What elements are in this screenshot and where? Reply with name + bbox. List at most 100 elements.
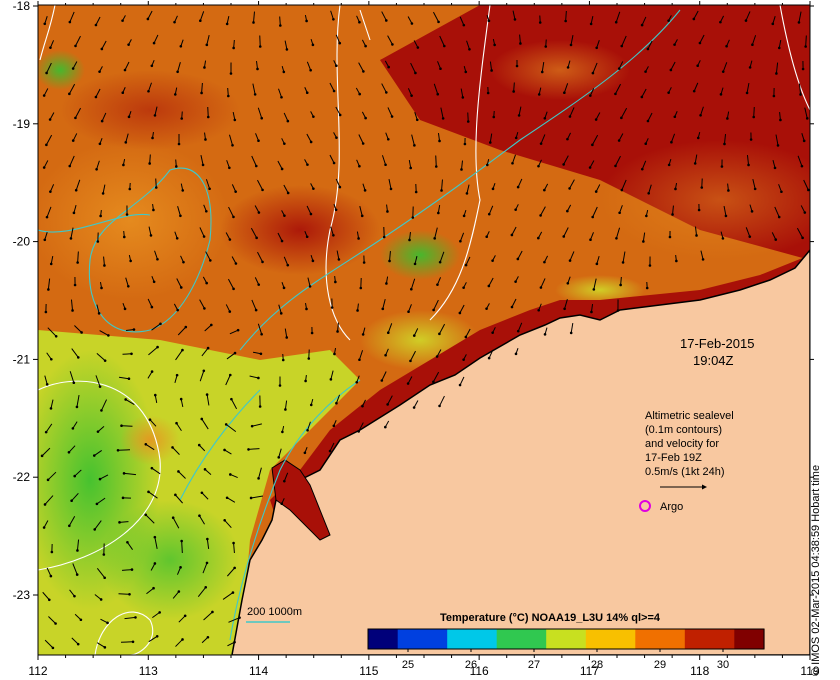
velocity-arrow (330, 10, 334, 20)
velocity-arrow (175, 349, 183, 361)
velocity-arrow (229, 134, 233, 146)
velocity-arrow-head (384, 163, 387, 167)
velocity-arrow-head (564, 19, 567, 23)
velocity-arrow (620, 276, 622, 286)
velocity-arrow-head (305, 91, 309, 95)
velocity-arrow (68, 515, 76, 527)
velocity-arrow (590, 303, 594, 313)
velocity-arrow-head (179, 214, 182, 218)
velocity-arrow-head (771, 22, 775, 26)
velocity-arrow-head (303, 451, 307, 455)
velocity-arrow-head (388, 259, 391, 263)
credit-text: © IMOS 02-Mar-2015 04:38:59 Hobart time (810, 464, 822, 676)
velocity-arrow-head (156, 345, 159, 349)
velocity-arrow (68, 445, 76, 453)
velocity-arrow-head (286, 263, 290, 267)
velocity-arrow-head (492, 115, 496, 119)
velocity-arrow (307, 421, 311, 431)
velocity-arrow-head (257, 477, 260, 480)
velocity-arrow (177, 206, 181, 216)
velocity-arrow-head (700, 186, 704, 189)
x-tick-label: 117 (580, 664, 599, 678)
velocity-arrow (201, 636, 209, 644)
velocity-arrow (800, 205, 806, 213)
velocity-arrow-head (433, 237, 436, 240)
velocity-arrow (441, 179, 443, 191)
velocity-arrow-head (591, 71, 595, 75)
velocity-arrow (459, 376, 465, 386)
velocity-arrow-head (45, 215, 49, 219)
velocity-arrow (465, 256, 471, 266)
velocity-arrow (151, 323, 161, 331)
velocity-arrow-head (153, 562, 157, 565)
velocity-arrow-head (205, 393, 209, 396)
velocity-arrow (146, 587, 154, 595)
velocity-arrow-head (438, 139, 441, 143)
velocity-arrow-head (435, 355, 439, 358)
legend-line: Altimetric sealevel (645, 410, 734, 422)
velocity-arrow-head (206, 346, 210, 350)
velocity-arrow (619, 205, 623, 213)
colorbar-ticks: 25 26 27 28 29 30 (402, 649, 729, 671)
velocity-arrow (148, 82, 152, 92)
velocity-arrow (180, 398, 184, 408)
bathymetry-isobaths (38, 9, 681, 641)
velocity-arrow (72, 133, 78, 141)
velocity-arrow-head (309, 403, 313, 407)
velocity-arrow-head (621, 261, 625, 264)
velocity-arrow-head (491, 259, 494, 262)
velocity-arrow-head (174, 493, 177, 497)
velocity-arrow-head (234, 262, 238, 265)
velocity-arrow (202, 562, 208, 574)
velocity-arrow-head (386, 210, 389, 213)
time-label: 19:04Z (693, 353, 734, 368)
velocity-arrow (149, 154, 151, 164)
velocity-arrow-head (513, 18, 517, 21)
velocity-arrow-head (283, 479, 286, 483)
velocity-arrow (75, 35, 81, 47)
velocity-arrow-head (411, 216, 415, 219)
velocity-arrow (433, 11, 439, 23)
velocity-arrow (176, 278, 182, 288)
velocity-arrow (153, 34, 159, 44)
velocity-arrow-head (384, 425, 387, 429)
velocity-arrow-head (45, 143, 48, 147)
velocity-arrow (435, 155, 437, 167)
velocity-arrow (307, 277, 311, 287)
x-axis-ticks: 112 113 114 115 116 117 118 119 (28, 1, 820, 678)
velocity-arrow (100, 399, 108, 411)
velocity-arrow (201, 347, 209, 357)
velocity-arrow (44, 495, 54, 505)
velocity-arrow-head (594, 118, 598, 121)
velocity-arrow (389, 250, 391, 262)
velocity-arrow-head (120, 424, 123, 428)
velocity-arrow (71, 637, 79, 645)
velocity-arrow-head (382, 235, 386, 239)
velocity-arrow-head (205, 281, 208, 285)
velocity-arrow (121, 569, 133, 571)
velocity-arrow (540, 134, 546, 144)
velocity-arrow-head (228, 238, 232, 241)
velocity-arrow-head (725, 44, 728, 48)
velocity-arrow-head (73, 474, 77, 478)
velocity-arrow-head (44, 430, 48, 434)
velocity-arrow-head (179, 566, 182, 569)
velocity-arrow (722, 62, 728, 72)
velocity-arrow-head (259, 352, 263, 356)
velocity-arrow-head (95, 502, 99, 506)
velocity-arrow (44, 16, 48, 24)
velocity-arrow-head (200, 91, 203, 95)
velocity-arrow-head (614, 164, 617, 168)
velocity-arrow (771, 232, 777, 240)
velocity-arrow-head (309, 68, 312, 72)
velocity-arrow-head (99, 214, 102, 218)
velocity-arrow-head (360, 214, 364, 218)
velocity-arrow-head (171, 516, 175, 520)
velocity-arrow (228, 617, 240, 623)
velocity-arrow-head (359, 286, 363, 290)
colorbar-segment (694, 629, 706, 649)
colorbar-tick-label: 28 (591, 659, 603, 671)
velocity-arrow (436, 277, 442, 285)
velocity-arrow (147, 371, 153, 379)
velocity-arrow (42, 591, 50, 601)
